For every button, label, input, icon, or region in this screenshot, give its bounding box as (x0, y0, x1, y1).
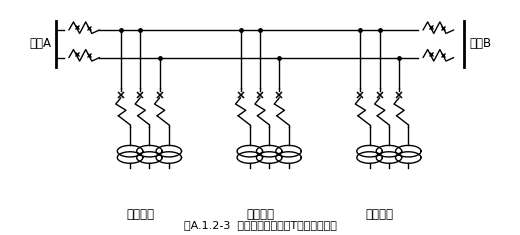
Text: 电源B: 电源B (469, 37, 491, 50)
Text: 电源A: 电源A (29, 37, 51, 50)
Text: 变电站乙: 变电站乙 (246, 208, 274, 221)
Text: 变电站丙: 变电站丙 (366, 208, 394, 221)
Text: 图A.1.2-3  两侧电源电缆线路T接三个变电站: 图A.1.2-3 两侧电源电缆线路T接三个变电站 (184, 220, 336, 230)
Text: 变电站甲: 变电站甲 (126, 208, 154, 221)
